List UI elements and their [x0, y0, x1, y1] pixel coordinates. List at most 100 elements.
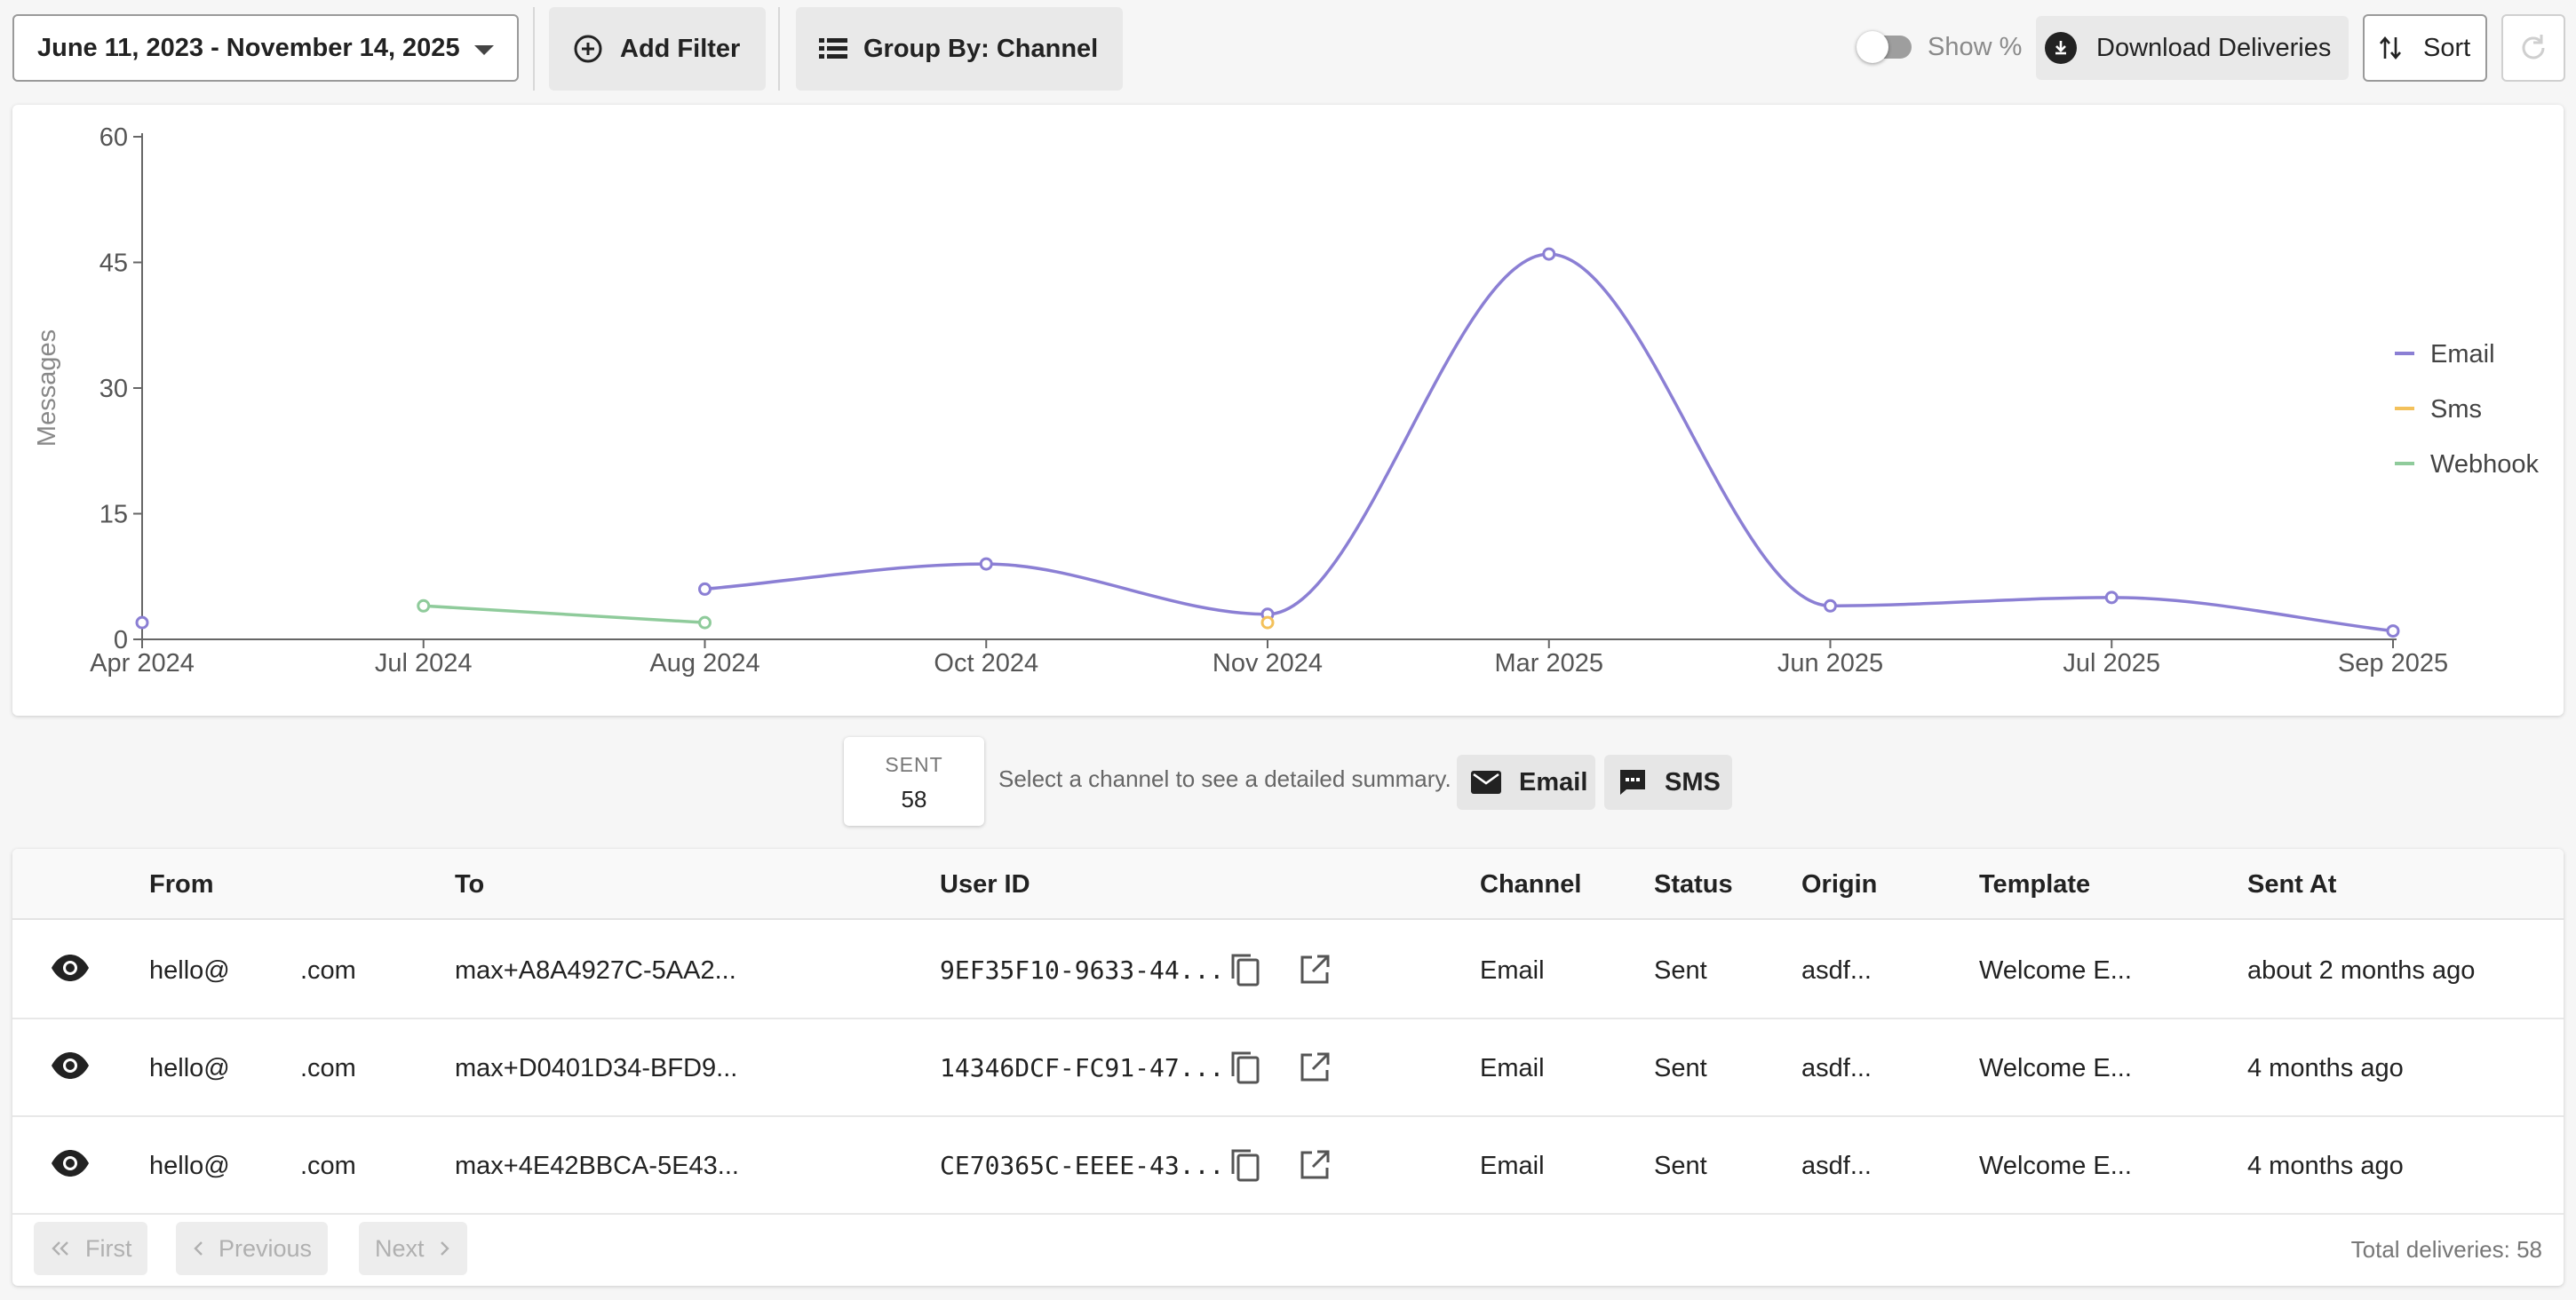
- y-axis-label: Messages: [33, 329, 61, 447]
- legend-label-email: Email: [2430, 340, 2495, 369]
- chevron-left-icon: [194, 1241, 203, 1256]
- column-header-from[interactable]: From: [149, 870, 214, 899]
- data-point-email: [2386, 624, 2400, 638]
- refresh-button[interactable]: [2501, 14, 2565, 82]
- from-cell-domain: .com: [300, 1152, 356, 1180]
- y-tick-label: 15: [99, 501, 128, 529]
- total-deliveries: Total deliveries: 58: [2350, 1236, 2542, 1263]
- from-cell-local: hello@: [149, 1152, 230, 1180]
- sent-summary-card: SENT 58: [844, 737, 984, 826]
- table-row: hello@ .com max+D0401D34-BFD9... 14346DCF-F…: [12, 1019, 2564, 1117]
- download-deliveries-button[interactable]: Download Deliveries: [2036, 16, 2349, 80]
- column-header-template[interactable]: Template: [1979, 870, 2091, 899]
- origin-cell: asdf...: [1801, 956, 1872, 985]
- channel-cell: Email: [1480, 956, 1545, 985]
- toolbar-divider: [533, 7, 535, 91]
- to-cell: max+4E42BBCA-5E43...: [455, 1152, 739, 1180]
- copy-icon[interactable]: [1229, 952, 1261, 992]
- column-header-status[interactable]: Status: [1654, 870, 1733, 899]
- table-row: hello@ .com max+A8A4927C-5AA2... 9EF35F10-9…: [12, 922, 2564, 1019]
- sent-at-cell: 4 months ago: [2247, 1054, 2404, 1082]
- data-point-webhook: [698, 615, 712, 630]
- data-point-email: [979, 557, 993, 571]
- column-header-to[interactable]: To: [455, 870, 485, 899]
- group-by-button[interactable]: Group By: Channel: [796, 7, 1123, 91]
- x-tick-label: Jul 2025: [2063, 649, 2160, 678]
- group-by-label: Group By: Channel: [863, 34, 1099, 63]
- first-page-button[interactable]: First: [34, 1222, 148, 1275]
- x-tick-label: Nov 2024: [1212, 649, 1323, 678]
- legend-label-webhook: Webhook: [2430, 450, 2539, 479]
- series-line-webhook: [423, 604, 705, 624]
- user-id-cell: 9EF35F10-9633-44...: [940, 955, 1225, 985]
- x-tick-label: Apr 2024: [90, 649, 195, 678]
- channel-hint: Select a channel to see a detailed summa…: [998, 765, 1451, 792]
- download-icon: [2045, 32, 2077, 64]
- email-channel-label: Email: [1519, 767, 1588, 797]
- chat-icon: [1620, 770, 1645, 795]
- toolbar: June 11, 2023 - November 14, 2025 Add Fi…: [0, 0, 2576, 96]
- from-cell-domain: .com: [300, 1054, 356, 1082]
- data-point-email: [698, 582, 712, 596]
- sent-label: SENT: [885, 753, 943, 776]
- origin-cell: asdf...: [1801, 1152, 1872, 1180]
- to-cell: max+A8A4927C-5AA2...: [455, 956, 736, 985]
- sort-label: Sort: [2423, 33, 2471, 62]
- data-point-email: [2104, 591, 2119, 605]
- status-cell: Sent: [1654, 956, 1707, 985]
- deliveries-table: From To User ID Channel Status Origin Te…: [12, 849, 2564, 1286]
- email-channel-button[interactable]: Email: [1457, 755, 1595, 810]
- data-point-email: [1542, 247, 1556, 261]
- list-icon: [819, 38, 847, 59]
- y-tick-label: 0: [114, 626, 128, 654]
- from-cell-local: hello@: [149, 956, 230, 985]
- toggle-switch[interactable]: [1856, 31, 1912, 63]
- date-range-picker[interactable]: June 11, 2023 - November 14, 2025: [12, 14, 519, 82]
- show-percent-toggle[interactable]: Show %: [1856, 27, 2023, 67]
- column-header-user-id[interactable]: User ID: [940, 870, 1030, 899]
- open-in-new-icon[interactable]: [1299, 1149, 1331, 1185]
- x-tick-label: Sep 2025: [2338, 649, 2448, 678]
- copy-icon[interactable]: [1229, 1147, 1261, 1187]
- previous-page-button[interactable]: Previous: [176, 1222, 329, 1275]
- x-tick-label: Mar 2025: [1494, 649, 1603, 678]
- legend-label-sms: Sms: [2430, 395, 2482, 424]
- user-id-cell: CE70365C-EEEE-43...: [940, 1151, 1225, 1180]
- view-eye-icon[interactable]: [50, 1051, 91, 1084]
- download-label: Download Deliveries: [2096, 33, 2332, 62]
- open-in-new-icon[interactable]: [1299, 1051, 1331, 1088]
- open-in-new-icon[interactable]: [1299, 954, 1331, 990]
- status-cell: Sent: [1654, 1054, 1707, 1082]
- sent-at-cell: about 2 months ago: [2247, 956, 2476, 985]
- y-tick-label: 30: [99, 375, 128, 403]
- toggle-thumb: [1856, 31, 1888, 63]
- table-row: hello@ .com max+4E42BBCA-5E43... CE70365C-E…: [12, 1117, 2564, 1215]
- copy-icon[interactable]: [1229, 1050, 1261, 1090]
- sms-channel-label: SMS: [1665, 767, 1721, 797]
- add-filter-label: Add Filter: [620, 34, 741, 63]
- view-eye-icon[interactable]: [50, 954, 91, 987]
- sort-button[interactable]: Sort: [2363, 14, 2487, 82]
- y-tick-label: 45: [99, 250, 128, 278]
- column-header-origin[interactable]: Origin: [1801, 870, 1878, 899]
- view-eye-icon[interactable]: [50, 1149, 91, 1182]
- add-filter-button[interactable]: Add Filter: [549, 7, 766, 91]
- toolbar-divider: [778, 7, 780, 91]
- show-percent-label: Show %: [1928, 32, 2023, 61]
- series-line-email: [704, 252, 2394, 633]
- column-header-channel[interactable]: Channel: [1480, 870, 1582, 899]
- sent-at-cell: 4 months ago: [2247, 1152, 2404, 1180]
- origin-cell: asdf...: [1801, 1054, 1872, 1082]
- sms-channel-button[interactable]: SMS: [1604, 755, 1732, 810]
- status-cell: Sent: [1654, 1152, 1707, 1180]
- sent-value: 58: [901, 786, 927, 812]
- x-tick-label: Jun 2025: [1777, 649, 1883, 678]
- add-circle-icon: [574, 35, 602, 63]
- mail-icon: [1471, 771, 1501, 794]
- template-cell: Welcome E...: [1979, 956, 2132, 985]
- refresh-icon: [2522, 35, 2545, 59]
- channel-cell: Email: [1480, 1152, 1545, 1180]
- table-header: From To User ID Channel Status Origin Te…: [12, 849, 2564, 920]
- column-header-sent-at[interactable]: Sent At: [2247, 870, 2337, 899]
- next-page-button[interactable]: Next: [359, 1222, 467, 1275]
